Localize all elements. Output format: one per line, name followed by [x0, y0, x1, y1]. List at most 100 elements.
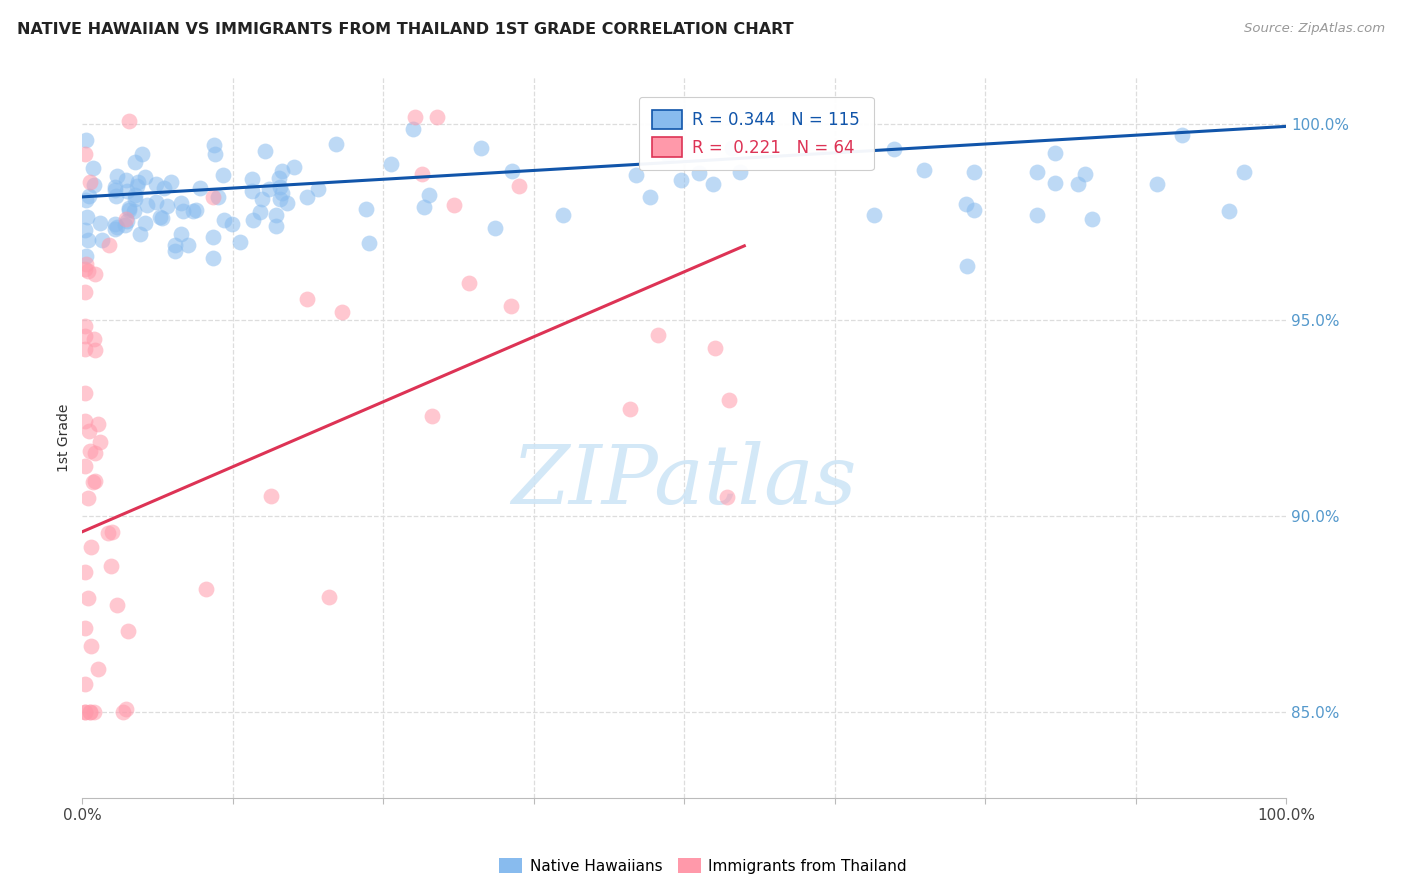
Point	[330, 305, 353, 319]
Point	[79, 175, 101, 189]
Point	[149, 210, 172, 224]
Text: NATIVE HAWAIIAN VS IMMIGRANTS FROM THAILAND 1ST GRADE CORRELATION CHART: NATIVE HAWAIIAN VS IMMIGRANTS FROM THAIL…	[17, 22, 793, 37]
Point	[267, 171, 290, 186]
Point	[426, 110, 449, 124]
Point	[264, 219, 287, 234]
Point	[97, 526, 120, 541]
Point	[214, 213, 236, 227]
Point	[73, 262, 96, 277]
Point	[702, 177, 724, 191]
Point	[75, 249, 97, 263]
Point	[1025, 208, 1047, 222]
Point	[97, 238, 120, 252]
Point	[717, 393, 740, 408]
Point	[1218, 203, 1240, 218]
Point	[115, 214, 138, 228]
Point	[295, 292, 318, 306]
Point	[87, 417, 110, 431]
Point	[73, 565, 96, 579]
Point	[105, 189, 128, 203]
Point	[129, 227, 152, 241]
Point	[181, 203, 204, 218]
Point	[73, 319, 96, 334]
Point	[83, 267, 105, 281]
Point	[165, 237, 187, 252]
Point	[325, 136, 347, 151]
Point	[73, 414, 96, 428]
Point	[1043, 146, 1066, 161]
Point	[318, 590, 340, 604]
Point	[114, 219, 136, 233]
Point	[77, 233, 100, 247]
Point	[104, 180, 127, 194]
Point	[105, 219, 128, 234]
Point	[221, 217, 243, 231]
Point	[704, 341, 727, 355]
Point	[127, 175, 149, 189]
Point	[73, 459, 96, 474]
Point	[862, 208, 884, 222]
Point	[955, 197, 977, 211]
Point	[420, 409, 443, 423]
Point	[276, 196, 298, 211]
Point	[1171, 128, 1194, 142]
Point	[136, 198, 159, 212]
Point	[124, 187, 146, 202]
Point	[501, 164, 523, 178]
Point	[90, 233, 112, 247]
Point	[254, 144, 277, 158]
Point	[202, 251, 225, 265]
Point	[83, 178, 105, 193]
Point	[84, 446, 107, 460]
Point	[883, 142, 905, 156]
Point	[115, 212, 138, 227]
Point	[270, 164, 292, 178]
Point	[156, 199, 179, 213]
Point	[443, 198, 465, 212]
Y-axis label: 1st Grade: 1st Grade	[58, 403, 72, 472]
Point	[716, 490, 738, 504]
Point	[77, 263, 100, 277]
Point	[76, 591, 98, 606]
Point	[229, 235, 252, 250]
Point	[75, 133, 97, 147]
Point	[956, 260, 979, 274]
Point	[80, 540, 103, 554]
Point	[1025, 165, 1047, 179]
Point	[963, 202, 986, 217]
Point	[104, 184, 127, 198]
Point	[82, 161, 104, 175]
Point	[73, 677, 96, 691]
Point	[145, 195, 167, 210]
Point	[204, 146, 226, 161]
Point	[354, 202, 377, 216]
Point	[242, 212, 264, 227]
Point	[177, 238, 200, 252]
Point	[76, 211, 98, 225]
Point	[77, 491, 100, 505]
Point	[269, 192, 291, 206]
Legend: Native Hawaiians, Immigrants from Thailand: Native Hawaiians, Immigrants from Thaila…	[494, 852, 912, 880]
Point	[380, 157, 402, 171]
Legend: R = 0.344   N = 115, R =  0.221   N = 64: R = 0.344 N = 115, R = 0.221 N = 64	[640, 96, 873, 170]
Point	[297, 190, 319, 204]
Point	[1081, 212, 1104, 227]
Point	[75, 222, 97, 236]
Point	[194, 582, 217, 596]
Point	[172, 203, 194, 218]
Point	[212, 168, 235, 182]
Point	[125, 178, 148, 193]
Point	[418, 188, 440, 202]
Point	[150, 211, 173, 225]
Point	[626, 169, 648, 183]
Point	[84, 475, 107, 489]
Point	[728, 165, 751, 179]
Point	[75, 705, 97, 719]
Point	[75, 146, 97, 161]
Point	[104, 217, 127, 231]
Point	[89, 435, 111, 450]
Point	[283, 160, 305, 174]
Point	[79, 443, 101, 458]
Point	[118, 201, 141, 215]
Point	[638, 190, 661, 204]
